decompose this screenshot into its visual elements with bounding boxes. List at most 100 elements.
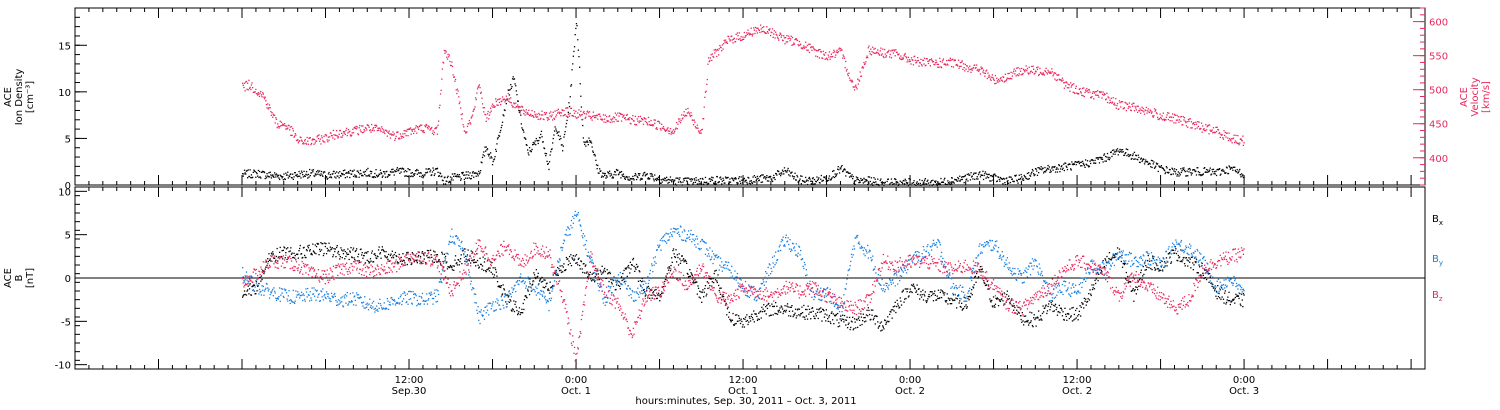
data-point <box>454 78 457 81</box>
data-point <box>832 319 834 321</box>
data-point <box>308 244 310 246</box>
data-point <box>1140 109 1142 111</box>
data-point <box>1153 167 1156 169</box>
data-point <box>647 177 650 179</box>
data-point <box>667 130 670 132</box>
data-point <box>882 182 884 184</box>
data-point <box>667 267 669 269</box>
data-point <box>663 283 665 285</box>
data-point <box>697 130 700 132</box>
data-point <box>793 314 796 316</box>
axis-label-line: Velocity <box>1470 77 1481 116</box>
data-point <box>270 252 273 254</box>
data-point <box>654 174 656 176</box>
data-point <box>967 296 970 298</box>
data-point <box>310 144 312 146</box>
data-point <box>437 124 439 126</box>
data-point <box>682 181 684 183</box>
data-point <box>951 65 953 68</box>
data-point <box>1098 162 1101 164</box>
data-point <box>267 258 269 260</box>
data-point <box>377 129 380 131</box>
data-point <box>738 176 740 178</box>
data-point <box>290 134 292 136</box>
data-point <box>1093 162 1096 164</box>
data-point <box>299 247 301 250</box>
data-point <box>760 175 762 177</box>
data-point <box>1024 71 1026 73</box>
data-point <box>312 250 315 252</box>
data-point <box>345 129 347 131</box>
data-point <box>466 174 468 176</box>
data-point <box>913 180 915 182</box>
data-point <box>964 174 966 177</box>
data-point <box>1130 109 1132 112</box>
data-point <box>354 126 356 128</box>
data-point <box>1028 66 1030 68</box>
data-point <box>1126 103 1128 105</box>
data-point <box>798 308 801 310</box>
data-point <box>723 43 725 45</box>
data-point <box>623 269 625 272</box>
data-point <box>758 29 760 32</box>
data-point <box>354 176 356 178</box>
data-point <box>640 285 642 287</box>
data-point <box>903 55 905 57</box>
data-point <box>890 311 892 313</box>
data-point <box>581 268 583 270</box>
data-point <box>666 176 668 178</box>
data-point <box>950 59 952 61</box>
data-point <box>887 316 889 318</box>
data-point <box>951 298 953 300</box>
data-point <box>895 178 897 181</box>
data-point <box>738 177 740 180</box>
data-point <box>691 274 693 276</box>
data-point <box>327 250 329 252</box>
data-point <box>584 141 586 143</box>
data-point <box>644 291 646 293</box>
data-point <box>595 164 598 166</box>
data-point <box>748 316 750 318</box>
data-point <box>1064 81 1066 84</box>
data-point <box>469 172 471 174</box>
data-point <box>631 264 633 266</box>
data-point <box>934 290 936 292</box>
data-point <box>704 181 706 184</box>
data-point <box>589 274 591 276</box>
data-point <box>696 124 698 126</box>
data-point <box>960 306 962 308</box>
data-point <box>485 271 487 273</box>
data-point <box>291 134 293 136</box>
data-point <box>843 55 845 58</box>
data-point <box>754 181 756 183</box>
data-point <box>894 50 896 52</box>
data-point <box>346 172 348 174</box>
data-point <box>958 180 960 182</box>
data-point <box>1060 79 1062 81</box>
data-point <box>1236 169 1238 171</box>
data-point <box>785 311 787 313</box>
data-point <box>488 114 491 116</box>
data-point <box>604 172 606 175</box>
data-point <box>1177 116 1179 118</box>
data-point <box>721 44 723 46</box>
data-point <box>896 299 898 302</box>
data-point <box>770 175 772 178</box>
data-point <box>515 90 517 92</box>
data-point <box>1018 174 1020 176</box>
data-point <box>1225 136 1227 138</box>
data-point <box>1039 319 1041 321</box>
data-point <box>962 63 965 65</box>
data-point <box>324 245 326 248</box>
data-point <box>895 49 897 51</box>
data-point <box>818 308 821 310</box>
data-point <box>442 180 444 182</box>
data-point <box>714 183 716 185</box>
data-point <box>772 177 774 179</box>
data-point <box>872 319 874 321</box>
data-point <box>909 60 911 62</box>
data-point <box>962 176 964 178</box>
data-point <box>518 106 521 108</box>
data-point <box>763 177 765 179</box>
data-point <box>482 256 484 258</box>
